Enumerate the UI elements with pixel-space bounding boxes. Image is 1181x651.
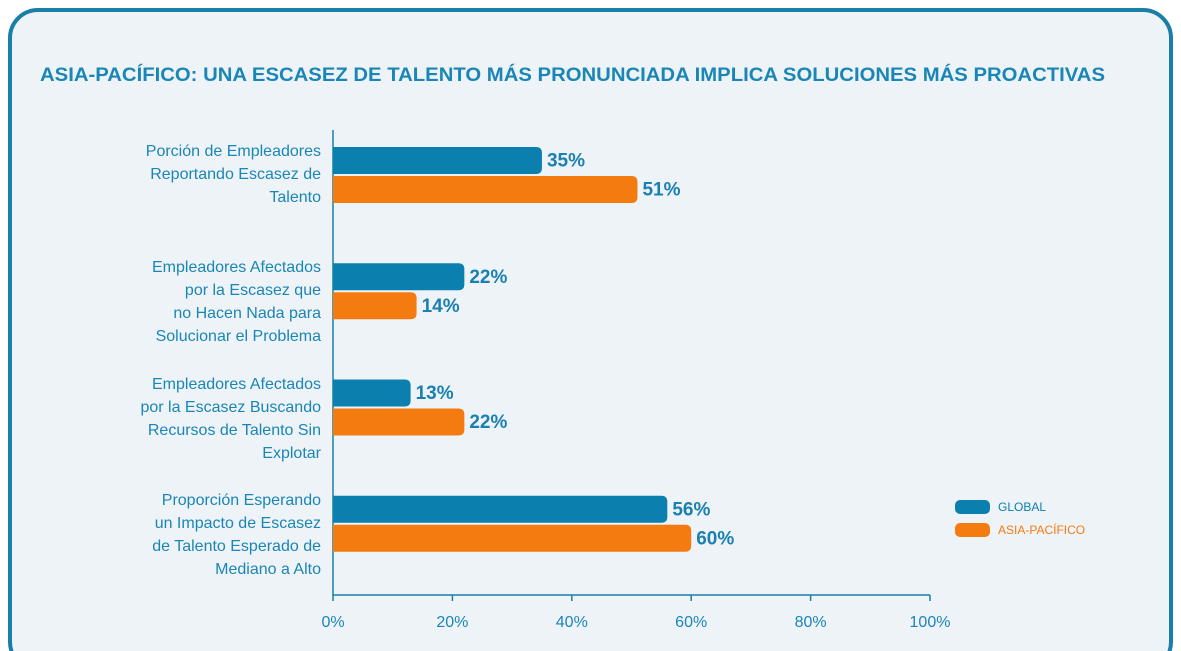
bar bbox=[333, 495, 668, 523]
x-tick-label: 40% bbox=[556, 614, 588, 631]
bar bbox=[333, 379, 411, 407]
x-tick-label: 0% bbox=[321, 614, 344, 631]
bar bbox=[333, 176, 638, 203]
value-label: 56% bbox=[672, 499, 710, 520]
chart-title: ASIA-PACÍFICO: UNA ESCASEZ DE TALENTO MÁ… bbox=[40, 64, 1105, 86]
bar bbox=[333, 524, 692, 552]
value-label: 22% bbox=[469, 267, 507, 288]
value-label: 13% bbox=[416, 383, 454, 404]
value-label: 35% bbox=[547, 151, 585, 172]
y-tick-label: Porción de Empleadores Reportando Escase… bbox=[145, 143, 321, 206]
value-label: 14% bbox=[422, 296, 460, 317]
bar bbox=[333, 408, 465, 436]
bar bbox=[333, 263, 465, 291]
y-tick-label: Proporción Esperando un Impacto de Escas… bbox=[152, 491, 321, 578]
x-tick-label: 80% bbox=[795, 614, 827, 631]
y-tick-label: Empleadores Afectados por la Escasez que… bbox=[152, 259, 321, 346]
x-tick-label: 20% bbox=[436, 614, 468, 631]
legend-swatch bbox=[955, 500, 990, 514]
bar bbox=[333, 147, 542, 174]
value-label: 22% bbox=[469, 412, 507, 433]
x-tick-label: 60% bbox=[675, 614, 707, 631]
x-tick-label: 100% bbox=[910, 614, 951, 631]
y-tick-label: Empleadores Afectados por la Escasez Bus… bbox=[140, 375, 321, 462]
legend-label: ASIA-PACÍFICO bbox=[998, 522, 1085, 537]
bar bbox=[333, 292, 417, 320]
legend-label: GLOBAL bbox=[998, 500, 1046, 514]
frame bbox=[8, 8, 1173, 651]
value-label: 60% bbox=[696, 528, 734, 549]
value-label: 51% bbox=[642, 180, 680, 201]
legend-swatch bbox=[955, 523, 990, 537]
